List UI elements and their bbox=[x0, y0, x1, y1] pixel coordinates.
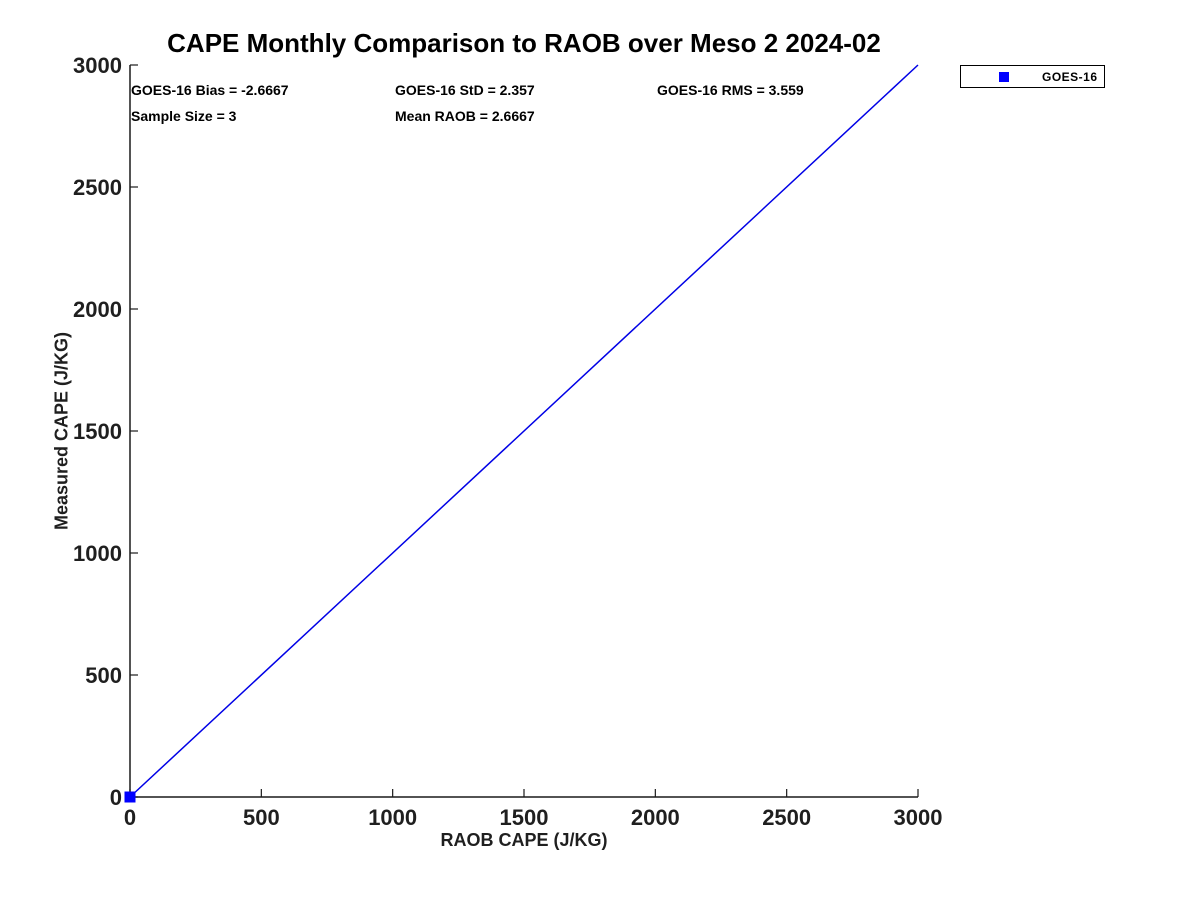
y-axis-label: Measured CAPE (J/KG) bbox=[51, 331, 72, 531]
stat-sample-size: Sample Size = 3 bbox=[131, 108, 237, 124]
stat-rms: GOES-16 RMS = 3.559 bbox=[657, 82, 804, 98]
y-tick-label: 1500 bbox=[73, 419, 122, 444]
stat-mean-raob: Mean RAOB = 2.6667 bbox=[395, 108, 535, 124]
legend: GOES-16 bbox=[960, 65, 1105, 88]
legend-marker-square-icon bbox=[999, 71, 1009, 82]
x-tick-label: 1000 bbox=[368, 805, 417, 830]
x-axis-label: RAOB CAPE (J/KG) bbox=[440, 830, 608, 850]
legend-label: GOES-16 bbox=[1042, 69, 1098, 84]
x-tick-label: 500 bbox=[243, 805, 280, 830]
chart-title: CAPE Monthly Comparison to RAOB over Mes… bbox=[167, 28, 881, 58]
x-tick-label: 0 bbox=[124, 805, 136, 830]
y-tick-label: 2500 bbox=[73, 175, 122, 200]
series-line-one-to-one-line bbox=[129, 64, 919, 798]
stat-bias: GOES-16 Bias = -2.6667 bbox=[131, 82, 289, 98]
y-tick-label: 500 bbox=[85, 663, 122, 688]
y-tick-label: 2000 bbox=[73, 297, 122, 322]
y-tick-label: 3000 bbox=[73, 53, 122, 78]
x-tick-label: 1500 bbox=[500, 805, 549, 830]
x-tick-label: 2000 bbox=[631, 805, 680, 830]
stat-std: GOES-16 StD = 2.357 bbox=[395, 82, 535, 98]
x-tick-label: 3000 bbox=[894, 805, 943, 830]
x-tick-label: 2500 bbox=[762, 805, 811, 830]
data-point-marker bbox=[124, 791, 136, 803]
y-tick-label: 0 bbox=[110, 785, 122, 810]
y-tick-label: 1000 bbox=[73, 541, 122, 566]
